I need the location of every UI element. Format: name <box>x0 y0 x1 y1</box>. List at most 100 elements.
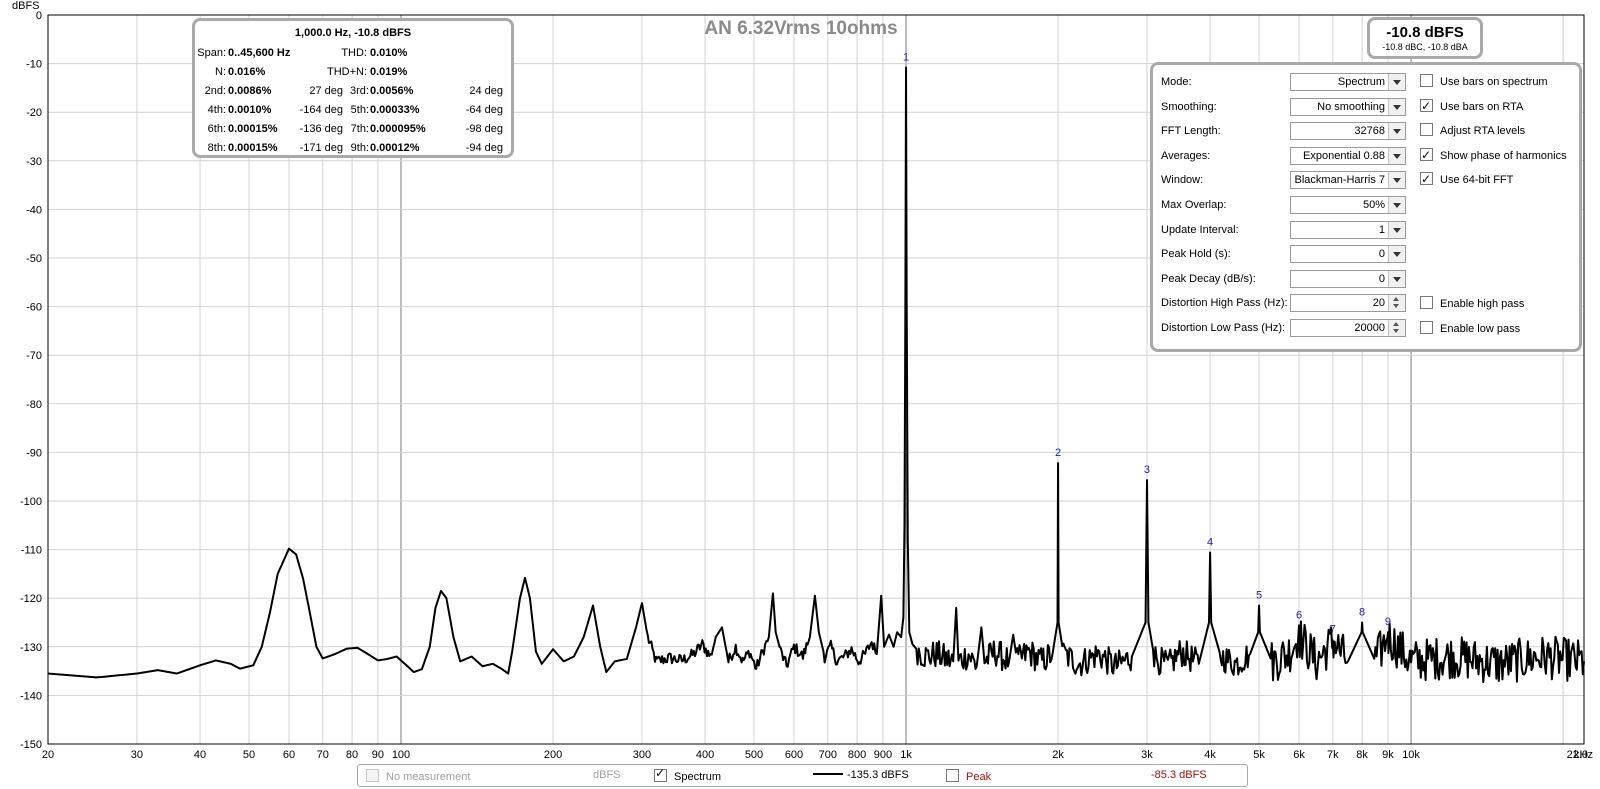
harmonic-label: 7th: <box>350 123 369 135</box>
peak-toggle[interactable]: Peak <box>946 769 991 783</box>
no-measurement-toggle[interactable]: No measurement <box>366 769 470 783</box>
harmonic-percent: 0.00033% <box>370 104 420 116</box>
x-tick-label: 20 <box>42 749 54 761</box>
x-tick-label: 22.0 <box>1567 749 1588 761</box>
harmonic-phase: -164 deg <box>299 104 343 116</box>
harmonic-phase: -64 deg <box>465 104 503 116</box>
x-tick-label: 4k <box>1204 749 1216 761</box>
spectrum-legend-entry: -135.3 dBFS <box>813 769 909 781</box>
y-tick-label: -120 <box>20 593 42 605</box>
plot-frame <box>47 14 1585 745</box>
x-tick-label: 2k <box>1052 749 1064 761</box>
x-tick-label: 10k <box>1402 749 1420 761</box>
x-tick-label: 7k <box>1327 749 1339 761</box>
setting-dropdown[interactable]: Exponential 0.88 <box>1290 146 1406 165</box>
setting-label: Smoothing: <box>1161 100 1217 113</box>
setting-label: Window: <box>1161 174 1204 187</box>
setting-checkbox[interactable]: Adjust RTA levels <box>1420 121 1525 141</box>
x-tick-label: 50 <box>243 749 255 761</box>
harmonic-percent: 0.0056% <box>370 85 414 97</box>
harmonic-label: 6th: <box>207 123 226 135</box>
harmonic-marker-label: 8 <box>1359 607 1365 619</box>
peak-cursor-value: -85.3 dBFS <box>1151 769 1207 781</box>
harmonic-label: 4th: <box>207 104 226 116</box>
spin-arrows-icon <box>1388 320 1405 336</box>
spectrum-toggle[interactable]: Spectrum <box>654 766 721 783</box>
harmonic-marker-label: 5 <box>1256 589 1262 601</box>
chevron-down-icon <box>1388 221 1405 238</box>
enable-high-pass-checkbox[interactable]: Enable high pass <box>1420 294 1524 314</box>
enable-low-pass-checkbox[interactable]: Enable low pass <box>1420 319 1520 339</box>
level-weighted: -10.8 dBC, -10.8 dBA <box>1382 42 1468 52</box>
harmonic-label: 8th: <box>207 142 226 154</box>
analyser-settings-panel: Mode: Spectrum Smoothing: No smoothing FFT L… <box>1150 62 1582 352</box>
chevron-down-icon <box>1388 147 1405 164</box>
harmonic-percent: 0.000095% <box>370 123 426 135</box>
setting-label: Peak Hold (s): <box>1161 248 1231 261</box>
legend-bar: No measurement dBFS Spectrum -135.3 dBFS… <box>357 764 1248 787</box>
y-axis-label: dBFS <box>12 0 40 12</box>
y-tick-label: -90 <box>26 447 42 459</box>
setting-dropdown[interactable]: Blackman-Harris 7 <box>1290 171 1406 190</box>
x-tick-label: 900 <box>874 749 892 761</box>
setting-label: Peak Decay (dB/s): <box>1161 272 1256 285</box>
x-axis-unit: kHz <box>1574 749 1593 761</box>
x-tick-label: 40 <box>194 749 206 761</box>
y-tick-label: -70 <box>26 350 42 362</box>
setting-checkbox[interactable]: Use bars on spectrum <box>1420 72 1548 92</box>
setting-spinbox[interactable]: 20 <box>1290 294 1406 313</box>
fundamental-readout: 1,000.0 Hz, -10.8 dBFS <box>294 27 412 39</box>
setting-checkbox[interactable]: Use 64-bit FFT <box>1420 169 1513 190</box>
setting-dropdown[interactable]: 0 <box>1290 269 1406 288</box>
chevron-down-icon <box>1388 74 1405 90</box>
chevron-down-icon <box>1388 270 1405 287</box>
setting-dropdown[interactable]: 32768 <box>1290 122 1406 141</box>
setting-dropdown[interactable]: No smoothing <box>1290 97 1406 116</box>
harmonic-phase: -98 deg <box>465 123 503 135</box>
harmonic-phase: -171 deg <box>299 142 343 154</box>
x-tick-label: 8k <box>1356 749 1368 761</box>
noise-label: N: <box>215 66 226 78</box>
harmonic-percent: 0.0010% <box>228 104 272 116</box>
level-dbfs: -10.8 dBFS <box>1386 24 1464 41</box>
x-tick-label: 30 <box>131 749 143 761</box>
y-tick-label: -20 <box>26 107 42 119</box>
y-tick-label: -140 <box>20 690 42 702</box>
harmonic-label: 5th: <box>350 104 369 116</box>
noise-value: 0.016% <box>228 66 266 78</box>
thd-label: THD: <box>341 47 367 59</box>
distortion-readout-panel: 1,000.0 Hz, -10.8 dBFS Span: 0..45,600 H… <box>192 18 514 158</box>
x-tick-label: 80 <box>346 749 358 761</box>
harmonic-marker-label: 1 <box>903 51 909 63</box>
spectrum-cursor-value: -135.3 dBFS <box>847 769 909 781</box>
setting-checkbox[interactable]: Use bars on RTA <box>1420 96 1523 117</box>
span-label: Span: <box>197 47 226 59</box>
setting-spinbox[interactable]: 20000 <box>1290 319 1406 337</box>
setting-dropdown[interactable]: 50% <box>1290 196 1406 214</box>
setting-dropdown[interactable]: 0 <box>1290 245 1406 264</box>
y-tick-label: 0 <box>36 10 42 22</box>
x-tick-label: 3k <box>1141 749 1153 761</box>
x-tick-label: 6k <box>1293 749 1305 761</box>
setting-dropdown[interactable]: 1 <box>1290 220 1406 239</box>
harmonic-label: 9th: <box>350 142 369 154</box>
x-tick-label: 400 <box>696 749 714 761</box>
harmonic-percent: 0.00015% <box>228 123 278 135</box>
x-tick-label: 70 <box>317 749 329 761</box>
y-tick-label: -60 <box>26 302 42 314</box>
spin-arrows-icon <box>1388 295 1405 312</box>
setting-checkbox[interactable]: Show phase of harmonics <box>1420 145 1567 166</box>
harmonic-marker-label: 3 <box>1144 464 1150 476</box>
x-tick-label: 5k <box>1253 749 1265 761</box>
harmonic-marker-label: 2 <box>1055 447 1061 459</box>
harmonic-percent: 0.00015% <box>228 142 278 154</box>
harmonic-phase: 24 deg <box>469 85 503 97</box>
setting-label: Max Overlap: <box>1161 199 1227 211</box>
thd-value: 0.010% <box>370 47 408 59</box>
span-value: 0..45,600 Hz <box>228 47 291 59</box>
harmonic-phase: -136 deg <box>299 123 343 135</box>
x-tick-label: 700 <box>819 749 837 761</box>
y-tick-label: -30 <box>26 156 42 168</box>
setting-dropdown[interactable]: Spectrum <box>1290 73 1406 91</box>
y-tick-label: -10 <box>26 59 42 71</box>
